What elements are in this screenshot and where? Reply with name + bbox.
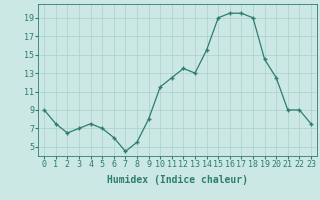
X-axis label: Humidex (Indice chaleur): Humidex (Indice chaleur)	[107, 175, 248, 185]
